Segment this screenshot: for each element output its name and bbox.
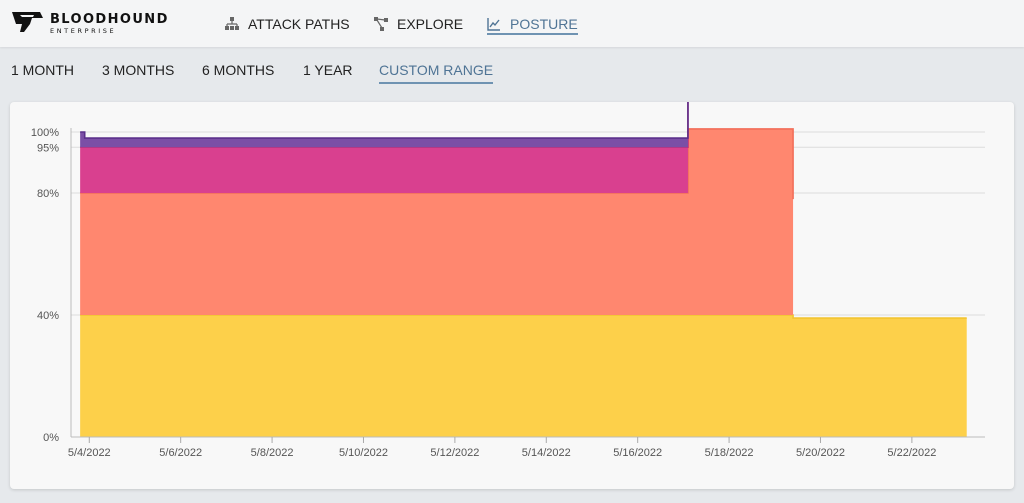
x-tick-label: 5/8/2022 xyxy=(251,447,294,459)
y-tick-label: 80% xyxy=(37,188,59,200)
x-tick-label: 5/6/2022 xyxy=(159,447,202,459)
hierarchy-icon xyxy=(225,16,239,30)
x-tick-label: 5/16/2022 xyxy=(613,447,662,459)
x-tick-label: 5/10/2022 xyxy=(339,447,388,459)
bloodhound-logo[interactable]: BLOODHOUND ENTERPRISE xyxy=(10,9,170,39)
top-navigation-bar: BLOODHOUND ENTERPRISE ATTACK PATHS EXPLO… xyxy=(0,0,1024,47)
y-tick-label: 0% xyxy=(43,432,59,444)
range-1-month[interactable]: 1 MONTH xyxy=(11,62,74,78)
area-series-1 xyxy=(80,128,794,319)
chart-x-axis: 5/4/2022 5/6/2022 5/8/2022 5/10/2022 5/12/20… xyxy=(68,436,985,459)
area-series-0 xyxy=(80,315,967,437)
range-1-year[interactable]: 1 YEAR xyxy=(303,62,353,78)
x-tick-label: 5/12/2022 xyxy=(430,447,479,459)
x-tick-label: 5/4/2022 xyxy=(68,447,111,459)
y-tick-label: 95% xyxy=(37,142,59,154)
nav-posture-label: POSTURE xyxy=(510,15,578,32)
x-tick-label: 5/14/2022 xyxy=(522,447,571,459)
graph-nodes-icon xyxy=(374,16,388,31)
nav-explore-label: EXPLORE xyxy=(397,15,464,32)
nav-attack-paths[interactable]: ATTACK PATHS xyxy=(225,0,350,47)
posture-area-chart[interactable]: 0% 40% 80% 95% 100% 5/4/2022 5/6/2022 5/8/2022… xyxy=(10,74,1014,489)
x-tick-label: 5/20/2022 xyxy=(796,447,845,459)
nav-explore[interactable]: EXPLORE xyxy=(374,0,463,47)
range-6-months[interactable]: 6 MONTHS xyxy=(202,62,275,78)
chart-y-axis: 0% 40% 80% 95% 100% xyxy=(31,127,72,444)
area-series-2 xyxy=(80,83,688,193)
nav-attack-paths-label: ATTACK PATHS xyxy=(248,15,350,32)
x-tick-label: 5/22/2022 xyxy=(887,447,936,459)
brand-subtitle: ENTERPRISE xyxy=(50,27,117,35)
bloodhound-logo-icon xyxy=(12,12,43,32)
active-tab-underline xyxy=(487,33,578,35)
range-3-months[interactable]: 3 MONTHS xyxy=(102,62,175,78)
posture-chart-card: 0% 40% 80% 95% 100% 5/4/2022 5/6/2022 5/8/2022… xyxy=(10,74,1014,489)
chart-areas xyxy=(80,74,967,437)
x-tick-label: 5/18/2022 xyxy=(705,447,754,459)
range-custom[interactable]: CUSTOM RANGE xyxy=(379,62,494,86)
y-tick-label: 40% xyxy=(37,310,59,322)
nav-posture[interactable]: POSTURE xyxy=(487,0,578,47)
area-series-line-3 xyxy=(80,74,689,139)
area-series-3 xyxy=(80,74,688,148)
y-tick-label: 100% xyxy=(31,127,59,139)
brand-name: BLOODHOUND xyxy=(50,12,169,27)
line-chart-icon xyxy=(487,17,500,31)
